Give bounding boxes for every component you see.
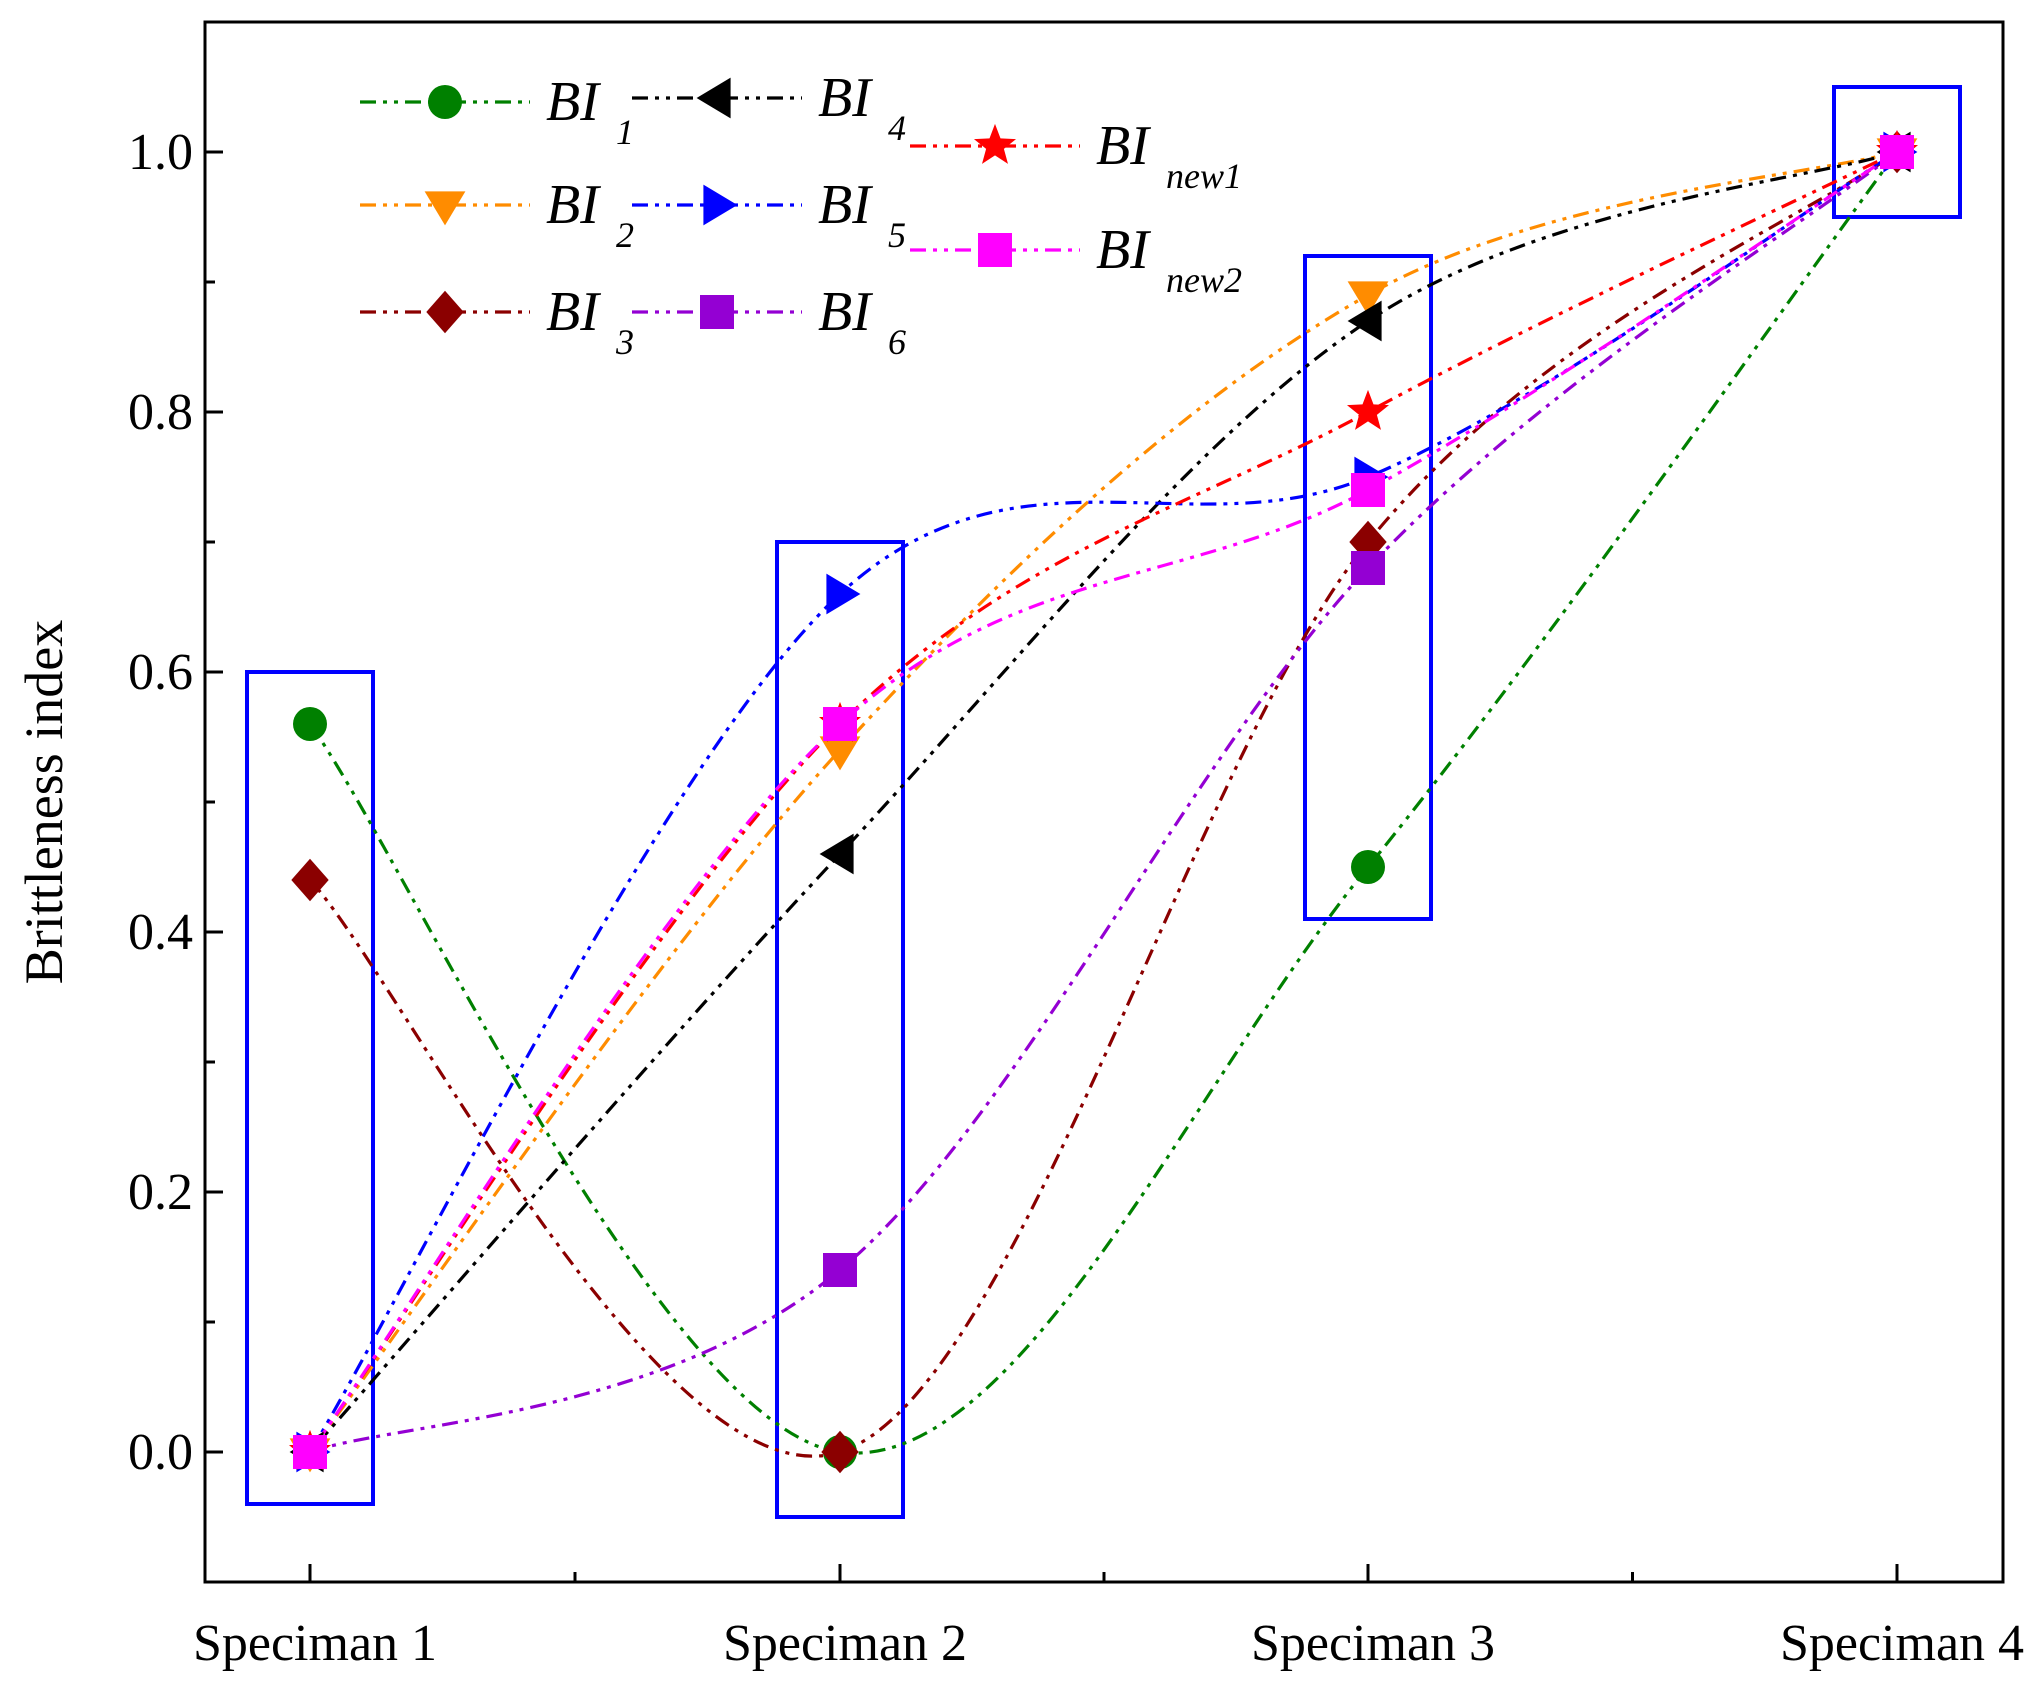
x-tick-label: Speciman 2 [723,1615,967,1672]
legend-label: BI [546,71,601,133]
legend-item-bi6: BI 6 [632,281,906,362]
legend-item-binew2: BI new2 [910,219,1242,300]
marker-bi6-3 [1351,551,1385,585]
legend-item-bi1: BI 1 [360,71,634,152]
y-tick-label: 0.6 [128,644,193,701]
y-tick-label: 0.2 [128,1164,193,1221]
marker-binew2-1 [293,1435,327,1469]
marker-binew1-3 [1346,389,1390,430]
series-line-bi5 [308,150,1898,1453]
highlight-box-2 [775,540,905,1519]
legend-marker [426,290,464,334]
y-tick-label: 0.0 [128,1424,193,1481]
marker-bi4-2 [819,833,854,875]
x-tick-label: Speciman 3 [1251,1615,1495,1672]
legend-label: BI [546,281,601,343]
marker-binew2-2 [823,707,857,741]
marker-bi2-2 [819,736,861,771]
series-markers [288,129,1919,1474]
x-tick-label: Speciman 1 [193,1615,437,1672]
highlight-box-4 [1832,85,1962,219]
legend-marker [978,233,1012,267]
legend-label: BI [1096,115,1151,177]
axes: 0.0 0.2 0.4 0.6 0.8 1.0 Speciman 1 Speciman 2 Sp… [14,20,2024,1672]
marker-bi4-3 [1347,300,1382,342]
legend-marker [703,184,738,226]
legend-label: BI [818,174,873,236]
y-tick-label: 0.8 [128,384,193,441]
marker-bi1-1 [293,707,327,741]
series-line-binew2 [308,150,1898,1453]
series-lines [308,150,1899,1458]
highlight-boxes [245,85,1962,1519]
legend-item-bi5: BI 5 [632,174,906,255]
series-line-binew1 [308,150,1898,1453]
marker-bi5-2 [826,573,861,615]
highlight-box-3 [1303,254,1433,921]
highlight-box-1 [245,670,375,1506]
series-line-bi4 [308,150,1898,1454]
legend-label: BI [1096,219,1151,281]
y-tick-label: 1.0 [128,124,193,181]
legend-item-bi4: BI 4 [632,67,906,148]
marker-binew2-3 [1351,473,1385,507]
legend-item-binew1: BI new1 [910,115,1242,196]
legend-label: BI [818,281,873,343]
y-tick-label: 0.4 [128,904,193,961]
marker-binew2-4 [1880,135,1914,169]
y-axis-title: Brittleness index [14,620,74,984]
legend-marker [696,77,731,119]
marker-bi2-3 [1347,281,1389,316]
legend-marker [973,123,1017,164]
legend: BI 1 BI 2 BI 3 BI 4 BI 5 BI 6 BI new1 BI new2 [360,67,1242,362]
series-line-bi3 [308,150,1898,1458]
legend-subscript: 1 [616,112,634,152]
legend-marker [700,295,734,329]
legend-subscript: 4 [888,108,906,148]
marker-bi3-2 [821,1430,859,1474]
legend-marker [428,85,462,119]
legend-subscript: 2 [616,215,634,255]
legend-subscript: 3 [615,322,634,362]
legend-subscript: 6 [888,322,906,362]
legend-marker [424,191,466,226]
marker-bi1-3 [1351,850,1385,884]
legend-subscript: new2 [1166,260,1242,300]
legend-subscript: 5 [888,215,906,255]
legend-label: BI [546,174,601,236]
marker-bi6-2 [823,1253,857,1287]
legend-label: BI [818,67,873,129]
series-line-bi2 [308,150,1898,1453]
legend-item-bi3: BI 3 [360,281,634,362]
marker-bi3-1 [291,858,329,902]
legend-subscript: new1 [1166,156,1242,196]
legend-item-bi2: BI 2 [360,174,634,255]
series-line-bi1 [308,151,1899,1455]
series-line-bi6 [309,150,1898,1454]
x-tick-label: Speciman 4 [1780,1615,2024,1672]
